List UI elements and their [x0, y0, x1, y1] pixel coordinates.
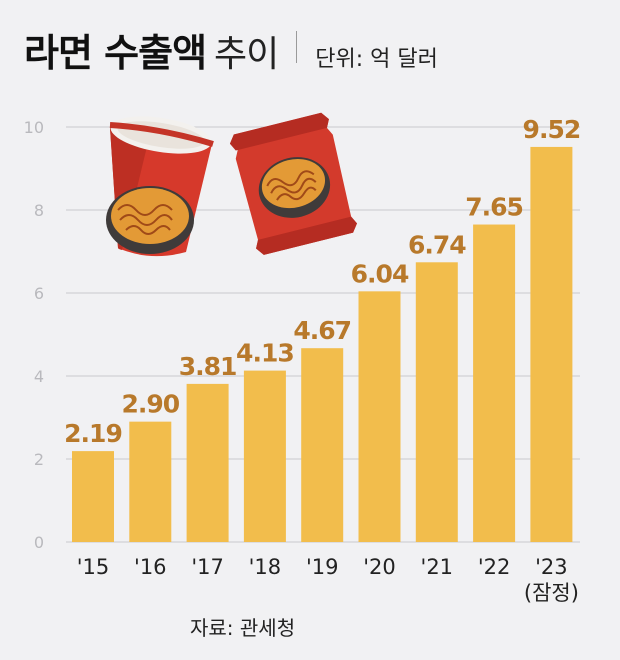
bar-3 — [243, 370, 286, 542]
x-tick-label-1: '16 — [134, 555, 167, 579]
bar-5 — [358, 291, 401, 542]
x-tick-label-6: '21 — [421, 555, 454, 579]
bar-2 — [186, 383, 229, 542]
value-label-7: 7.65 — [465, 193, 523, 222]
bars — [72, 146, 573, 543]
x-tick-label-3: '18 — [249, 555, 282, 579]
title-divider — [296, 31, 298, 63]
bar-0 — [72, 451, 114, 542]
page-title-suffix: 추이 — [214, 34, 279, 75]
value-label-8: 9.52 — [523, 115, 581, 144]
unit-label: 단위: 억 달러 — [315, 47, 438, 72]
x-ticks: '15 '16 '17 '18 '19 '20 '21 '22 '23(잠정) — [77, 555, 579, 605]
bar-7 — [473, 224, 516, 542]
value-label-5: 6.04 — [351, 259, 409, 288]
x-tick-label-0: '15 — [77, 555, 110, 579]
value-label-2: 3.81 — [179, 352, 237, 381]
x-tick-label-8: '23 — [535, 555, 568, 579]
y-tick-label: 0 — [34, 533, 44, 552]
x-tick-label-4: '19 — [306, 555, 339, 579]
y-tick-label: 10 — [24, 118, 44, 137]
value-label-0: 2.19 — [64, 419, 122, 448]
bar-1 — [129, 421, 172, 542]
value-label-3: 4.13 — [236, 339, 294, 368]
x-tick-label-5: '20 — [363, 555, 396, 579]
y-tick-label: 4 — [34, 367, 44, 386]
y-tick-label: 2 — [34, 450, 44, 469]
y-tick-label: 8 — [34, 201, 44, 220]
y-tick-label: 6 — [34, 284, 44, 303]
x-tick-note-8: (잠정) — [524, 581, 579, 605]
bar-8 — [530, 146, 573, 543]
value-labels: 2.192.903.81 4.134.676.046.74 7.65 9.52 — [64, 115, 581, 448]
value-label-1: 2.90 — [121, 390, 179, 419]
ramen-cup-and-pack-icon — [106, 112, 357, 257]
x-tick-label-2: '17 — [191, 555, 224, 579]
value-label-4: 4.67 — [293, 316, 351, 345]
bar-6 — [415, 262, 458, 542]
x-tick-label-7: '22 — [478, 555, 511, 579]
value-label-6: 6.74 — [408, 230, 466, 259]
bar-4 — [301, 348, 344, 542]
page-title: 라면 수출액 — [24, 31, 207, 75]
source-note: 자료: 관세청 — [190, 616, 296, 640]
title-block: 라면 수출액 추이 단위: 억 달러 — [24, 22, 438, 75]
